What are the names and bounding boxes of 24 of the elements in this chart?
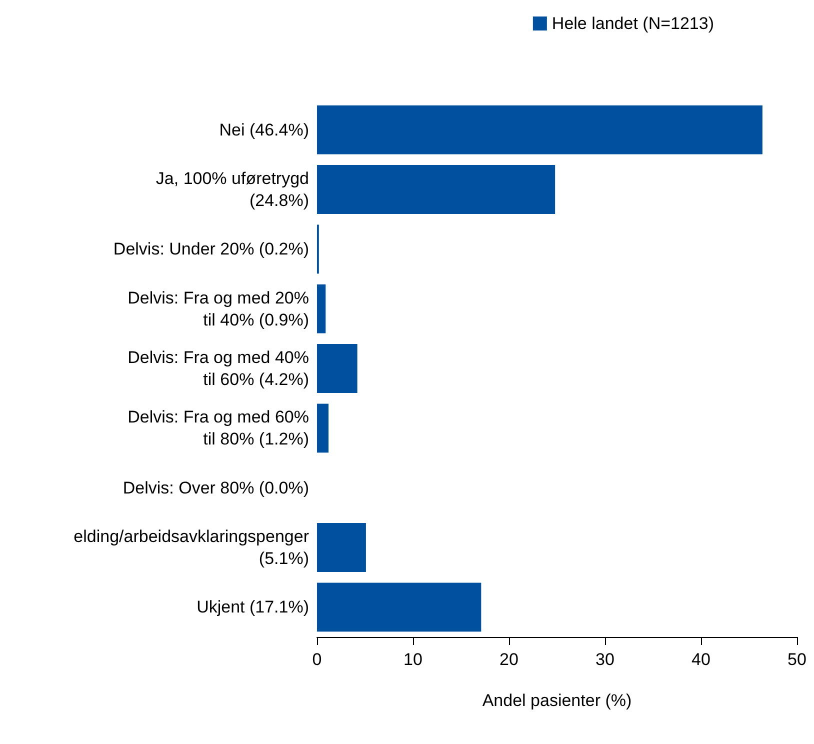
y-tick-label: Delvis: Under 20% (0.2%)	[113, 240, 309, 259]
bar	[317, 582, 482, 632]
y-tick-label: Ja, 100% uføretrygd (24.8%)	[156, 169, 309, 210]
x-tick-label: 50	[788, 650, 806, 669]
bar	[317, 165, 556, 214]
y-tick-label: Nei (46.4%)	[219, 120, 309, 140]
bar	[317, 284, 326, 334]
x-tick-label: 10	[404, 650, 422, 669]
bar	[317, 404, 329, 453]
bar	[317, 523, 366, 572]
x-tick-label: 40	[692, 650, 710, 669]
x-tick-label: 20	[500, 650, 518, 669]
x-axis-title: Andel pasienter (%)	[482, 691, 632, 710]
y-tick-label: Ukjent (17.1%)	[196, 598, 309, 617]
y-tick-label: Delvis: Fra og med 60% til 80% (1.2%)	[128, 408, 309, 449]
x-tick-label: 30	[596, 650, 614, 669]
bar	[317, 344, 358, 393]
y-tick-label: Delvis: Fra og med 20% til 40% (0.9%)	[128, 288, 309, 330]
y-tick-label: Delvis: Fra og med 40% til 60% (4.2%)	[128, 348, 309, 389]
y-tick-label: elding/arbeidsavklaringspenger (5.1%)	[74, 527, 310, 568]
x-tick-label: 0	[312, 650, 322, 669]
y-tick-label: Delvis: Over 80% (0.0%)	[122, 478, 309, 498]
bar	[317, 105, 762, 154]
legend-label: Hele landet (N=1213)	[552, 14, 714, 33]
